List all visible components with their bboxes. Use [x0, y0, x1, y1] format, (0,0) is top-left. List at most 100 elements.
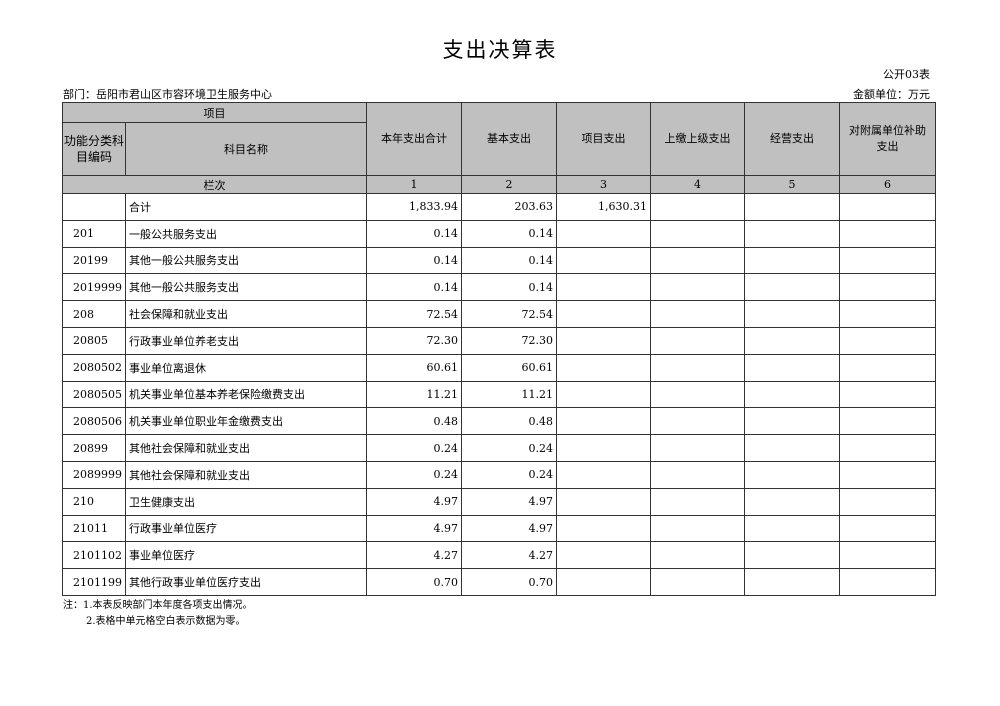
cell-value — [650, 434, 745, 462]
col-num: 1 — [366, 175, 462, 194]
cell-value: 4.97 — [366, 487, 462, 516]
header-col-6: 对附属单位补助支出 — [839, 102, 936, 176]
cell-value — [650, 326, 745, 355]
cell-value — [839, 434, 936, 462]
header-name: 科目名称 — [125, 122, 367, 176]
cell-value — [744, 246, 840, 275]
cell-name: 一般公共服务支出 — [125, 219, 367, 248]
cell-value: 4.27 — [461, 541, 557, 570]
cell-value — [650, 407, 745, 436]
cell-code: 20199 — [62, 246, 126, 275]
col-num: 5 — [744, 175, 840, 194]
cell-value: 72.30 — [461, 326, 557, 355]
col-num: 6 — [839, 175, 936, 194]
cell-value — [556, 434, 651, 462]
cell-value — [744, 514, 840, 543]
cell-value — [744, 380, 840, 409]
cell-name: 事业单位离退休 — [125, 353, 367, 382]
cell-name: 合计 — [125, 193, 367, 221]
cell-value — [744, 219, 840, 248]
cell-value: 0.14 — [461, 273, 557, 302]
expenditure-table: 项目 本年支出合计 基本支出 项目支出 上缴上级支出 经营支出 对附属单位补助支… — [62, 102, 936, 596]
cell-value — [650, 487, 745, 516]
cell-value — [650, 541, 745, 570]
cell-value — [839, 541, 936, 570]
note-2: 2.表格中单元格空白表示数据为零。 — [86, 616, 246, 627]
table-row: 208 社会保障和就业支出 72.54 72.54 — [62, 300, 936, 328]
cell-code: 20899 — [62, 434, 126, 462]
cell-value — [650, 514, 745, 543]
table-row: 合计 1,833.94 203.63 1,630.31 — [62, 193, 936, 221]
cell-value — [839, 514, 936, 543]
cell-code: 2089999 — [62, 460, 126, 489]
cell-value — [650, 353, 745, 382]
cell-value — [839, 460, 936, 489]
notes: 注：1.本表反映部门本年度各项支出情况。 2.表格中单元格空白表示数据为零。 — [63, 598, 253, 630]
cell-value — [744, 460, 840, 489]
cell-value — [839, 300, 936, 328]
cell-value: 0.70 — [366, 568, 462, 596]
header-code: 功能分类科目编码 — [62, 122, 126, 176]
cell-value: 0.14 — [366, 219, 462, 248]
cell-value: 72.30 — [366, 326, 462, 355]
cell-value: 0.48 — [366, 407, 462, 436]
table-row: 2101199 其他行政事业单位医疗支出 0.70 0.70 — [62, 568, 936, 596]
cell-value — [839, 273, 936, 302]
cell-value: 60.61 — [366, 353, 462, 382]
col-num: 3 — [556, 175, 651, 194]
cell-value — [650, 219, 745, 248]
table-row: 21011 行政事业单位医疗 4.97 4.97 — [62, 514, 936, 543]
header-col-4: 上缴上级支出 — [650, 102, 745, 176]
cell-code: 208 — [62, 300, 126, 328]
cell-value — [839, 353, 936, 382]
cell-code: 210 — [62, 487, 126, 516]
cell-value: 0.24 — [366, 434, 462, 462]
cell-value — [744, 541, 840, 570]
table-row: 2080502 事业单位离退休 60.61 60.61 — [62, 353, 936, 382]
cell-name: 机关事业单位职业年金缴费支出 — [125, 407, 367, 436]
cell-code: 20805 — [62, 326, 126, 355]
cell-code: 21011 — [62, 514, 126, 543]
col-num: 4 — [650, 175, 745, 194]
cell-value: 0.24 — [461, 460, 557, 489]
table-row: 2101102 事业单位医疗 4.27 4.27 — [62, 541, 936, 570]
cell-value — [556, 246, 651, 275]
cell-name: 行政事业单位养老支出 — [125, 326, 367, 355]
cell-value: 0.24 — [366, 460, 462, 489]
cell-value — [556, 353, 651, 382]
cell-code: 201 — [62, 219, 126, 248]
cell-value: 0.14 — [366, 273, 462, 302]
cell-value — [744, 487, 840, 516]
cell-name: 其他行政事业单位医疗支出 — [125, 568, 367, 596]
cell-value — [556, 380, 651, 409]
cell-value — [556, 514, 651, 543]
cell-code: 2080505 — [62, 380, 126, 409]
cell-value: 0.70 — [461, 568, 557, 596]
cell-name: 其他一般公共服务支出 — [125, 246, 367, 275]
page-title: 支出决算表 — [442, 38, 558, 62]
cell-value: 72.54 — [461, 300, 557, 328]
cell-value — [556, 219, 651, 248]
cell-code: 2080506 — [62, 407, 126, 436]
col-num: 2 — [461, 175, 557, 194]
cell-value — [556, 568, 651, 596]
header-col-1: 本年支出合计 — [366, 102, 462, 176]
cell-value — [839, 326, 936, 355]
cell-value — [650, 246, 745, 275]
cell-code — [62, 193, 126, 221]
cell-name: 机关事业单位基本养老保险缴费支出 — [125, 380, 367, 409]
cell-value: 72.54 — [366, 300, 462, 328]
cell-name: 行政事业单位医疗 — [125, 514, 367, 543]
cell-value: 4.97 — [461, 487, 557, 516]
cell-name: 社会保障和就业支出 — [125, 300, 367, 328]
cell-name: 事业单位医疗 — [125, 541, 367, 570]
cell-value — [650, 300, 745, 328]
header-col-2: 基本支出 — [461, 102, 557, 176]
cell-value: 0.48 — [461, 407, 557, 436]
cell-value — [839, 407, 936, 436]
cell-value — [650, 273, 745, 302]
cell-value — [556, 326, 651, 355]
note-1: 注：1.本表反映部门本年度各项支出情况。 — [63, 600, 253, 611]
cell-value: 0.24 — [461, 434, 557, 462]
cell-value: 11.21 — [461, 380, 557, 409]
